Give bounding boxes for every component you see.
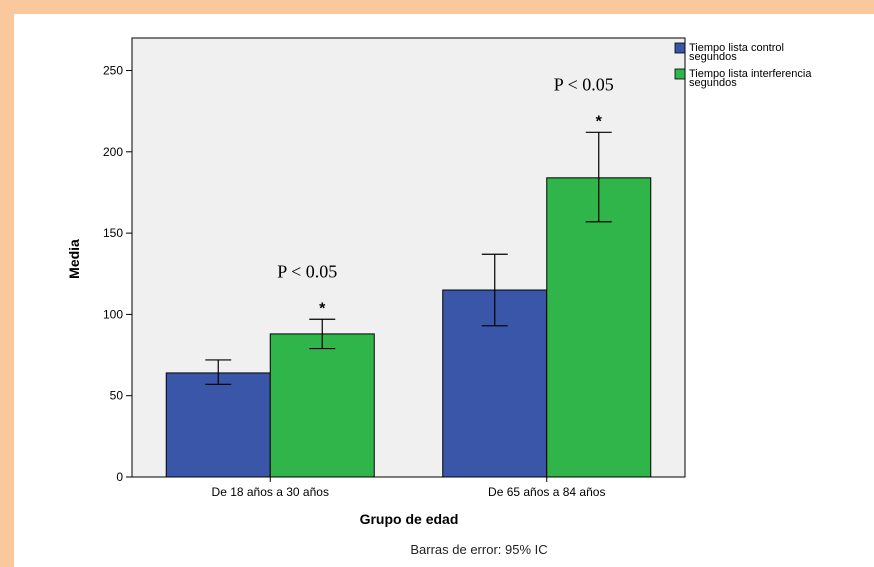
x-tick-label: De 65 años a 84 años <box>488 485 605 499</box>
y-tick-label: 250 <box>103 64 123 78</box>
p-value-label: P < 0.05 <box>277 261 337 281</box>
legend-swatch <box>674 68 686 80</box>
x-axis: De 18 años a 30 años De 65 años a 84 años <box>212 477 605 499</box>
legend-label: Tiempo lista interferencia <box>689 68 812 80</box>
legend-label: segundos <box>689 51 737 63</box>
y-axis: 0 50 100 150 200 250 <box>103 64 132 484</box>
y-tick-label: 200 <box>103 145 123 159</box>
annotations-group: * P < 0.05 * P < 0.05 <box>277 74 614 317</box>
p-value-label: P < 0.05 <box>554 74 614 94</box>
y-axis-title: Media <box>66 239 82 279</box>
x-tick-label: De 18 años a 30 años <box>212 485 329 499</box>
y-tick-label: 100 <box>103 307 123 321</box>
legend-swatch <box>674 42 686 54</box>
legend-label: segundos <box>689 77 737 89</box>
y-tick-label: 150 <box>103 226 123 240</box>
bar <box>165 372 271 478</box>
significance-star: * <box>596 113 603 130</box>
y-tick-label: 0 <box>116 470 123 484</box>
bar-chart: 0 50 100 150 200 250 * P < 0.05 * P < 0.05 De 18… <box>66 37 812 557</box>
error-bars-group <box>205 131 612 385</box>
footnote-error-bars: Barras de error: 95% IC <box>410 542 547 557</box>
legend-label: Tiempo lista control <box>689 42 784 54</box>
bar <box>269 333 375 478</box>
y-tick-label: 50 <box>110 389 124 403</box>
significance-star: * <box>319 300 326 317</box>
x-axis-title: Grupo de edad <box>360 511 459 527</box>
chart-panel: 0 50 100 150 200 250 * P < 0.05 * P < 0.05 De 18… <box>14 14 874 567</box>
bar <box>546 177 652 478</box>
